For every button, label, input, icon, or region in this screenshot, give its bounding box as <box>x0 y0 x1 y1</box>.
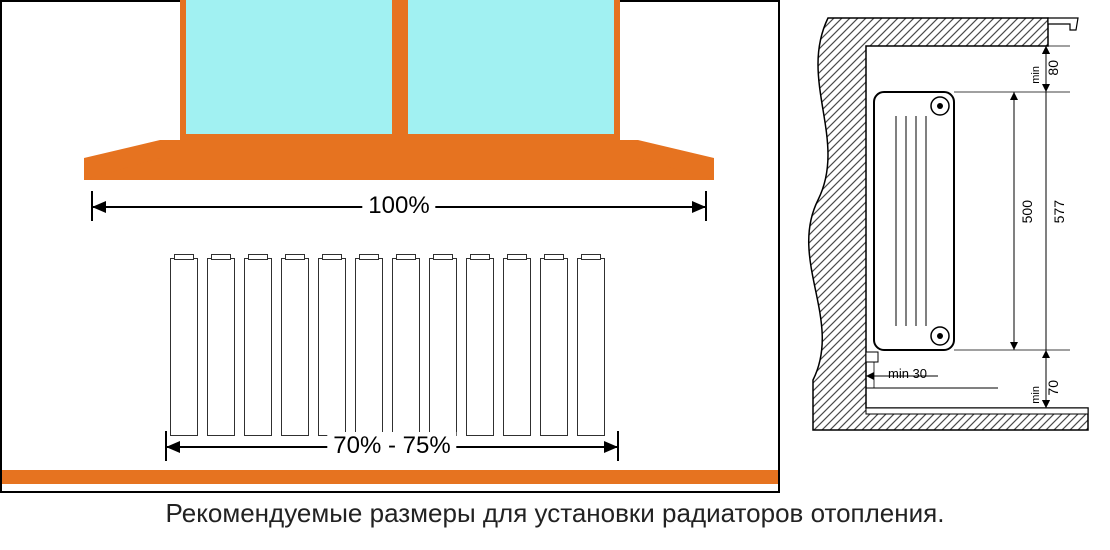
caption-text: Рекомендуемые размеры для установки ради… <box>0 498 1110 529</box>
dim-overall-height: 577 <box>1051 200 1067 223</box>
left-diagram: 100% 70% - 75% <box>0 0 780 493</box>
dim-top-clearance-min: min <box>1030 66 1042 84</box>
window-mullion <box>398 0 406 142</box>
dim-bottom-clearance-min: min <box>1030 386 1042 404</box>
dim-top-clearance: 80 <box>1045 60 1061 76</box>
radiator-front <box>170 258 614 436</box>
floor-line <box>2 470 778 484</box>
right-diagram: 500 577 min 80 min 70 min 30 <box>788 0 1108 493</box>
sill-top <box>160 140 638 158</box>
dim-bottom-clearance: 70 <box>1045 380 1061 396</box>
dim-back-clearance: min 30 <box>888 366 927 381</box>
window-left-pane <box>180 0 398 140</box>
window-right-pane <box>402 0 620 140</box>
dim-radiator-height: 500 <box>1019 200 1035 223</box>
sill-ledge <box>84 158 714 180</box>
